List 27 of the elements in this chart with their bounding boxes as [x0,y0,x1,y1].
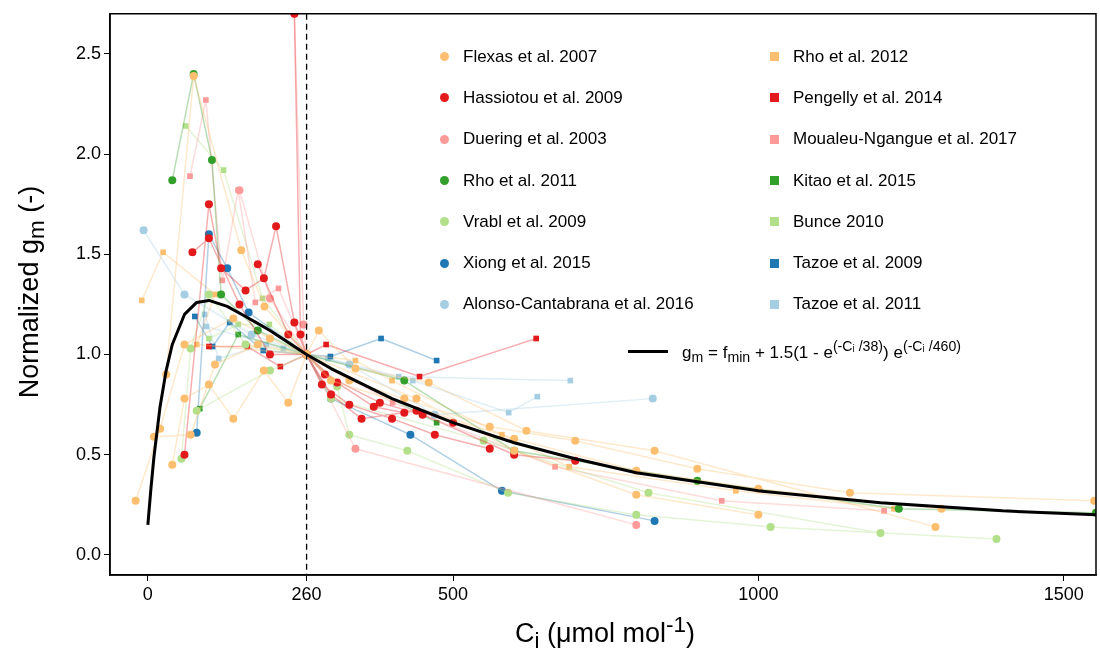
y-tick-label: 2.5 [75,42,101,63]
legend-label: Tazoe et al. 2011 [793,294,922,315]
legend-label: Flexas et al. 2007 [463,46,598,67]
legend-label: g$_{m}$ = f$_{min}$ + 1.5(1 - e$^{(-Cᵢ /38)}$) e$^{(-Cᵢ /460)}$ [682,338,962,366]
legend-label: Rho et al. 2011 [463,170,578,191]
y-tick-label: 1.5 [75,243,101,264]
x-tick-label: 500 [438,583,469,604]
legend-label: Hassiotou et al. 2009 [463,87,623,108]
legend-label: Xiong et al. 2015 [463,253,591,274]
legend-label: Vrabl et al. 2009 [463,211,587,232]
y-tick-label: 0.0 [75,543,101,564]
legend-label: Duering et al. 2003 [463,129,607,150]
x-tick-label: 0 [142,583,153,604]
y-tick-label: 1.0 [75,343,101,364]
y-tick-label: 2.0 [75,143,101,164]
legend-label: Rho et al. 2012 [793,46,909,67]
legend-label: Pengelly et al. 2014 [793,87,943,108]
legend-label: Moualeu-Ngangue et al. 2017 [793,129,1017,150]
x-tick-label: 1500 [1043,583,1084,604]
y-tick-label: 0.5 [75,443,101,464]
x-tick-label: 1000 [738,583,779,604]
x-axis-title: C$_{i}$ (μmol mol$^{-1}$) [513,612,697,655]
legend-label: Tazoe et al. 2009 [793,253,923,274]
x-tick-label: 260 [291,583,322,604]
legend-label: Kitao et al. 2015 [793,170,916,191]
legend-label: Bunce 2010 [793,211,884,232]
legend-label: Alonso-Cantabrana et al. 2016 [463,294,694,315]
